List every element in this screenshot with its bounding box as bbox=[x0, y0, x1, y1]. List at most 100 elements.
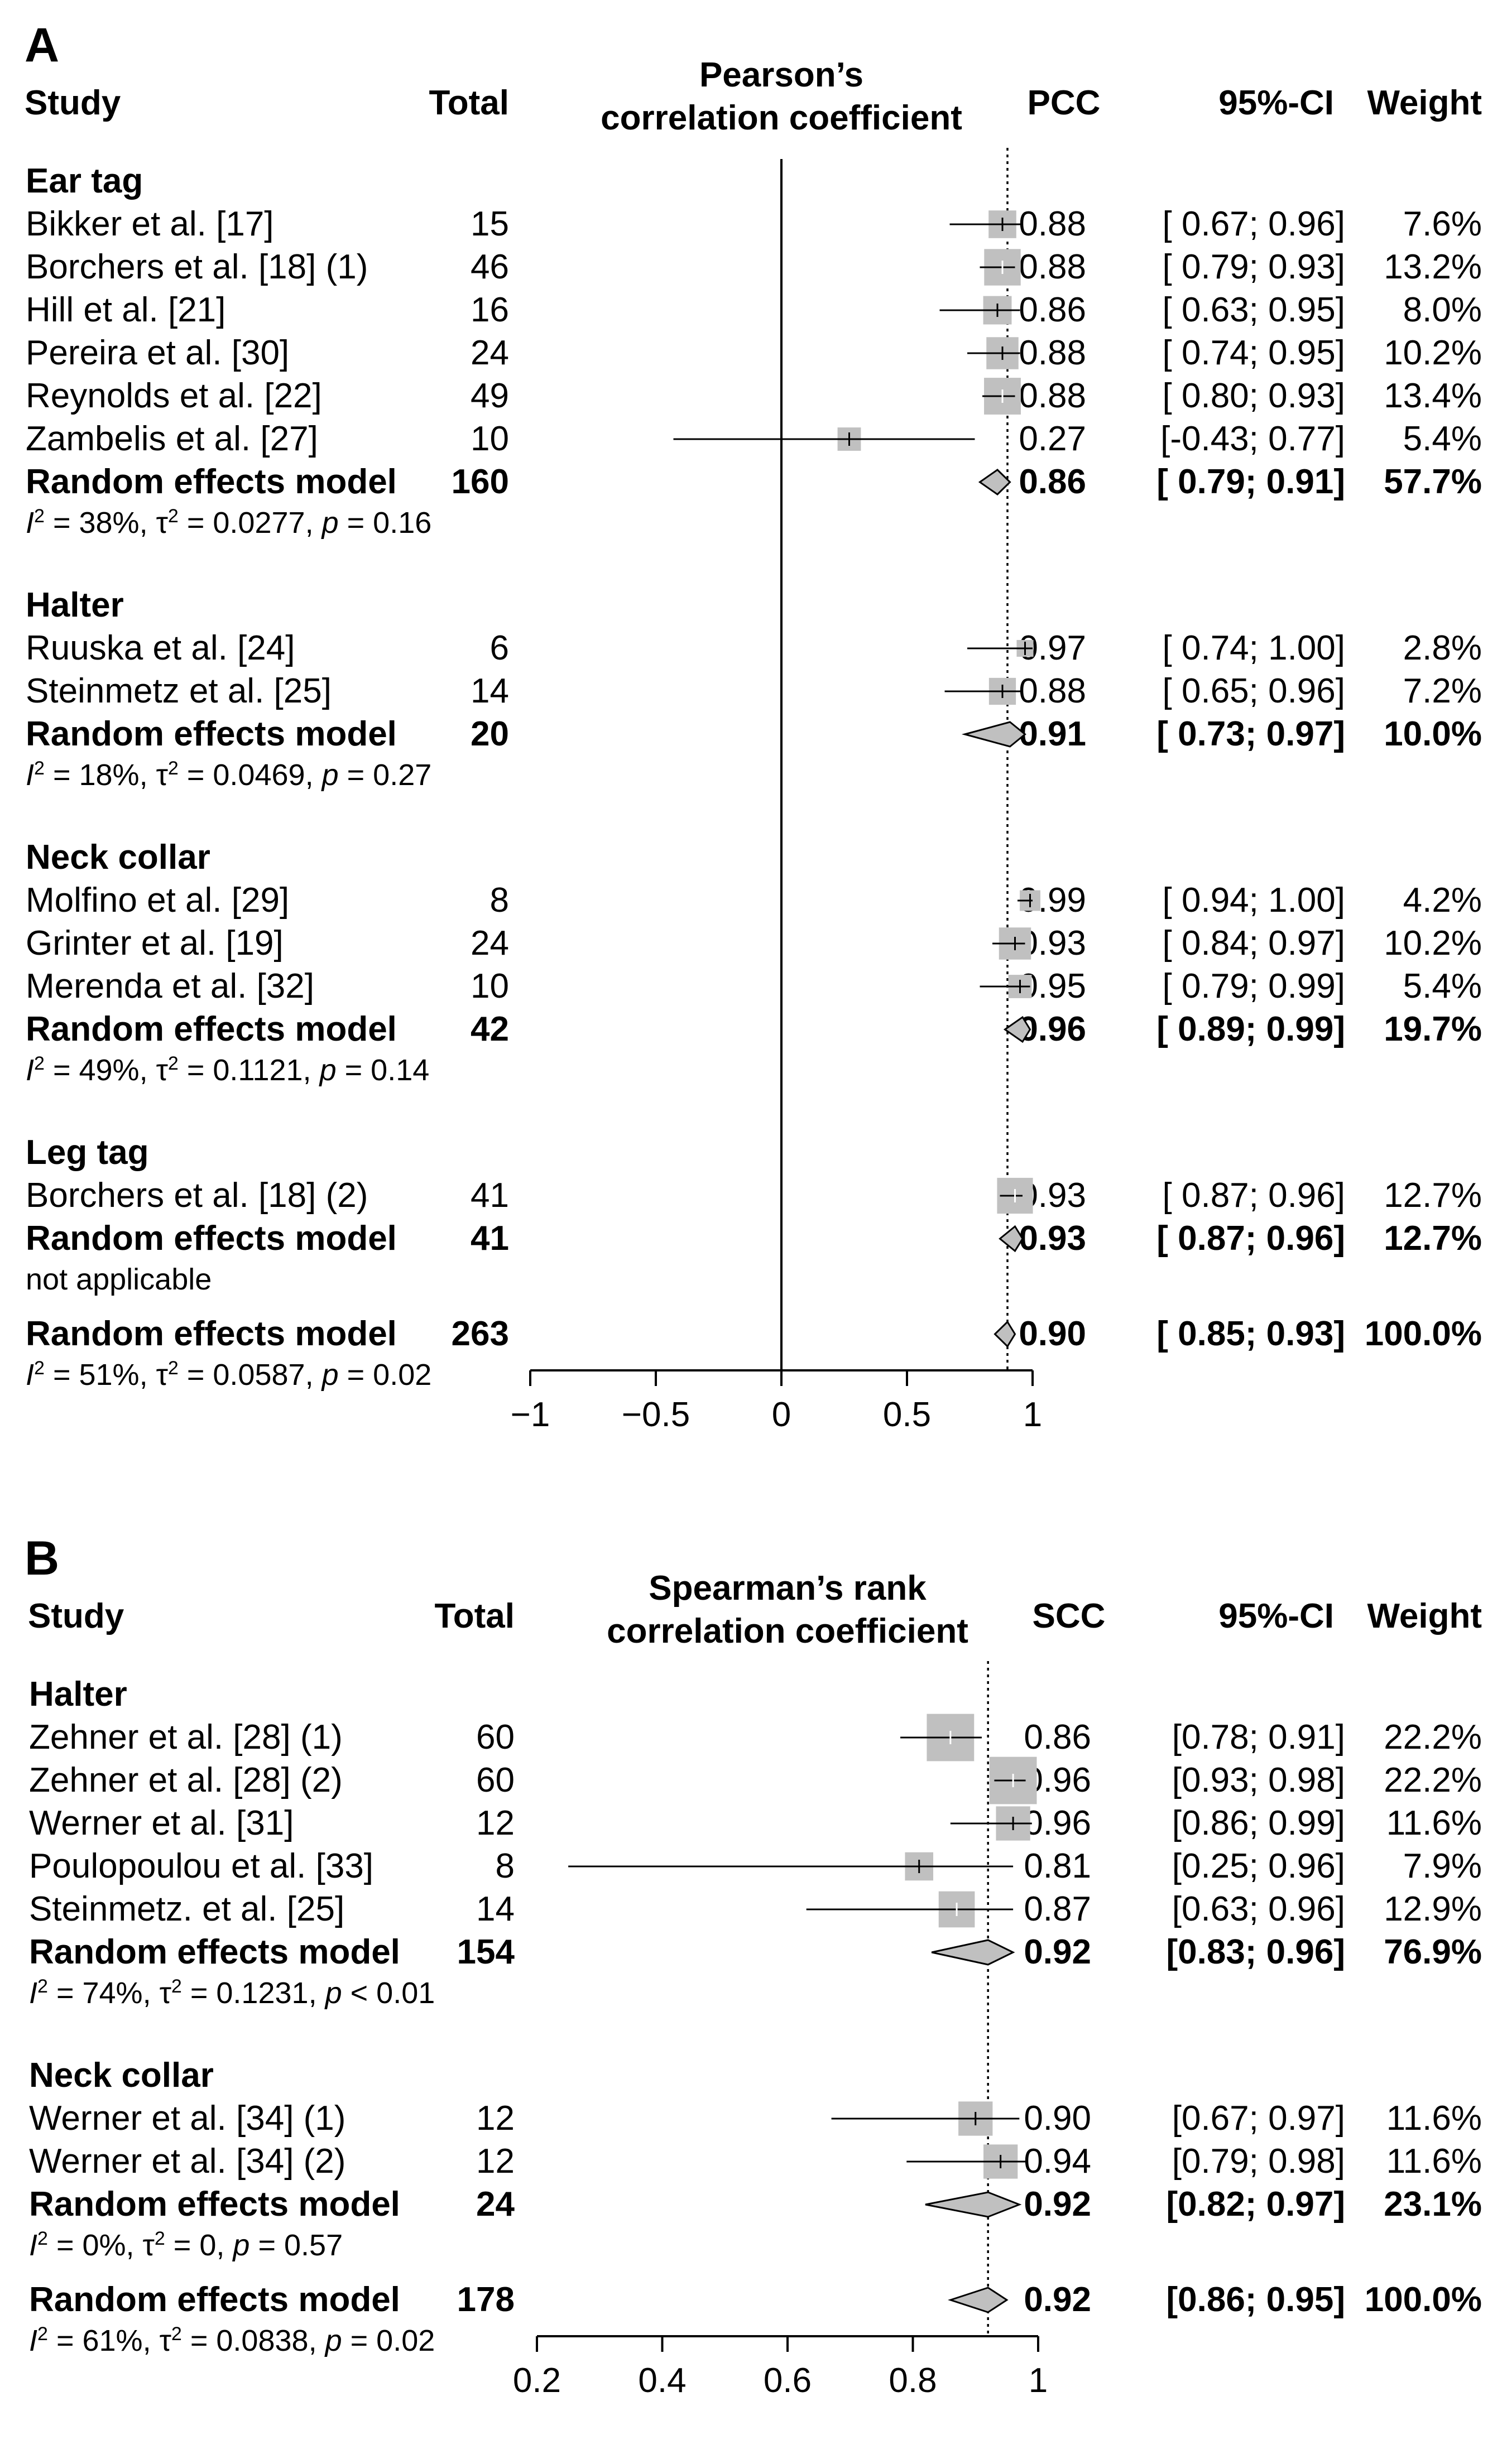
weight-value: 8.0% bbox=[1403, 291, 1482, 329]
ci-value: [ 0.89; 0.99] bbox=[1156, 1010, 1345, 1048]
effect-value: 0.96 bbox=[1024, 1804, 1091, 1842]
effect-value: 0.87 bbox=[1024, 1890, 1091, 1928]
header-study: Study bbox=[25, 84, 121, 122]
effect-value: 0.90 bbox=[1019, 1315, 1086, 1353]
group-name: Halter bbox=[29, 1675, 127, 1714]
effect-value: 0.88 bbox=[1019, 334, 1086, 372]
group-name: Neck collar bbox=[26, 838, 210, 877]
study-label: Zehner et al. [28] (1) bbox=[29, 1718, 343, 1756]
ci-value: [-0.43; 0.77] bbox=[1160, 420, 1345, 458]
weight-value: 7.9% bbox=[1403, 1847, 1482, 1885]
ci-value: [0.78; 0.91] bbox=[1172, 1718, 1345, 1756]
heterogeneity-stats: I2 = 18%, τ2 = 0.0469, p = 0.27 bbox=[26, 758, 431, 792]
header-effect: PCC bbox=[1028, 84, 1101, 122]
ci-value: [ 0.73; 0.97] bbox=[1156, 715, 1345, 753]
effect-value: 0.27 bbox=[1019, 420, 1086, 458]
study-total: 12 bbox=[476, 2142, 515, 2181]
study-total: 60 bbox=[476, 1761, 515, 1799]
weight-value: 11.6% bbox=[1386, 1804, 1482, 1842]
x-tick-label: 0 bbox=[772, 1395, 791, 1434]
x-tick-label: 0.8 bbox=[889, 2361, 937, 2400]
x-tick-label: 0.6 bbox=[764, 2361, 812, 2400]
effect-value: 0.90 bbox=[1024, 2099, 1091, 2138]
ci-value: [0.83; 0.96] bbox=[1166, 1933, 1345, 1971]
header-study: Study bbox=[28, 1597, 124, 1635]
study-total: 24 bbox=[471, 334, 509, 372]
ci-value: [ 0.65; 0.96] bbox=[1163, 672, 1345, 710]
subgroup-model-label: Random effects model bbox=[29, 1933, 400, 1971]
ci-value: [ 0.87; 0.96] bbox=[1163, 1176, 1345, 1215]
header-weight: Weight bbox=[1367, 84, 1482, 122]
effect-value: 0.86 bbox=[1019, 291, 1086, 329]
axis-title-line1: Spearman’s rank bbox=[649, 1569, 927, 1608]
heterogeneity-stats: I2 = 51%, τ2 = 0.0587, p = 0.02 bbox=[26, 1358, 431, 1392]
study-total: 49 bbox=[471, 377, 509, 415]
study-label: Steinmetz. et al. [25] bbox=[29, 1890, 344, 1928]
weight-value: 13.2% bbox=[1384, 248, 1482, 286]
heterogeneity-stats: I2 = 0%, τ2 = 0, p = 0.57 bbox=[29, 2228, 343, 2262]
study-label: Borchers et al. [18] (2) bbox=[26, 1176, 368, 1215]
ci-value: [0.86; 0.99] bbox=[1172, 1804, 1345, 1842]
study-total: 24 bbox=[471, 924, 509, 963]
weight-value: 19.7% bbox=[1384, 1010, 1482, 1048]
subgroup-model-label: Random effects model bbox=[26, 1219, 397, 1258]
study-label: Hill et al. [21] bbox=[26, 291, 225, 329]
x-tick-label: 0.4 bbox=[638, 2361, 686, 2400]
weight-value: 5.4% bbox=[1403, 967, 1482, 1005]
weight-value: 76.9% bbox=[1384, 1933, 1482, 1971]
study-total: 41 bbox=[471, 1176, 509, 1215]
ci-value: [0.63; 0.96] bbox=[1172, 1890, 1345, 1928]
study-label: Zehner et al. [28] (2) bbox=[29, 1761, 343, 1799]
study-label: Borchers et al. [18] (1) bbox=[26, 248, 368, 286]
pooled-diamond bbox=[931, 1939, 1015, 1966]
header-total: Total bbox=[429, 84, 510, 122]
group-name: Ear tag bbox=[26, 162, 143, 200]
axis-title-line1: Pearson’s bbox=[699, 56, 863, 94]
header-effect: SCC bbox=[1033, 1597, 1106, 1635]
subgroup-total: 154 bbox=[457, 1933, 515, 1971]
effect-value: 0.88 bbox=[1019, 377, 1086, 415]
weight-value: 11.6% bbox=[1386, 2099, 1482, 2138]
ci-value: [0.67; 0.97] bbox=[1172, 2099, 1345, 2138]
group-name: Halter bbox=[26, 586, 124, 624]
weight-value: 2.8% bbox=[1403, 629, 1482, 667]
header-weight: Weight bbox=[1367, 1597, 1482, 1635]
ci-value: [ 0.63; 0.95] bbox=[1163, 291, 1345, 329]
ci-value: [ 0.74; 1.00] bbox=[1163, 629, 1345, 667]
overall-total: 178 bbox=[457, 2280, 515, 2319]
heterogeneity-stats: I2 = 74%, τ2 = 0.1231, p < 0.01 bbox=[29, 1976, 435, 2010]
x-tick-label: −1 bbox=[511, 1395, 550, 1434]
ci-value: [ 0.79; 0.99] bbox=[1163, 967, 1345, 1005]
pooled-diamond bbox=[978, 469, 1011, 495]
study-label: Werner et al. [34] (1) bbox=[29, 2099, 345, 2138]
effect-value: 0.92 bbox=[1024, 2185, 1091, 2224]
pooled-diamond bbox=[1003, 1016, 1031, 1043]
weight-value: 10.0% bbox=[1384, 715, 1482, 753]
ci-value: [0.79; 0.98] bbox=[1172, 2142, 1345, 2181]
ci-value: [ 0.79; 0.93] bbox=[1163, 248, 1345, 286]
study-total: 10 bbox=[471, 420, 509, 458]
weight-value: 5.4% bbox=[1403, 420, 1482, 458]
ci-value: [ 0.80; 0.93] bbox=[1163, 377, 1345, 415]
study-total: 60 bbox=[476, 1718, 515, 1756]
study-label: Merenda et al. [32] bbox=[26, 967, 314, 1005]
subgroup-total: 20 bbox=[471, 715, 509, 753]
study-label: Poulopoulou et al. [33] bbox=[29, 1847, 373, 1885]
ci-value: [0.86; 0.95] bbox=[1166, 2280, 1345, 2319]
effect-value: 0.86 bbox=[1019, 463, 1086, 501]
pooled-diamond bbox=[961, 721, 1026, 748]
study-total: 8 bbox=[490, 881, 509, 920]
ci-value: [0.93; 0.98] bbox=[1172, 1761, 1345, 1799]
subgroup-model-label: Random effects model bbox=[26, 715, 397, 753]
effect-value: 0.91 bbox=[1019, 715, 1086, 753]
ci-value: [0.25; 0.96] bbox=[1172, 1847, 1345, 1885]
subgroup-model-label: Random effects model bbox=[26, 463, 397, 501]
header-ci: 95%-CI bbox=[1218, 84, 1334, 122]
study-total: 6 bbox=[490, 629, 509, 667]
weight-value: 12.7% bbox=[1384, 1219, 1482, 1258]
pooled-diamond bbox=[999, 1225, 1024, 1253]
weight-value: 13.4% bbox=[1384, 377, 1482, 415]
study-label: Molfino et al. [29] bbox=[26, 881, 289, 920]
panel-label: A bbox=[25, 18, 59, 72]
